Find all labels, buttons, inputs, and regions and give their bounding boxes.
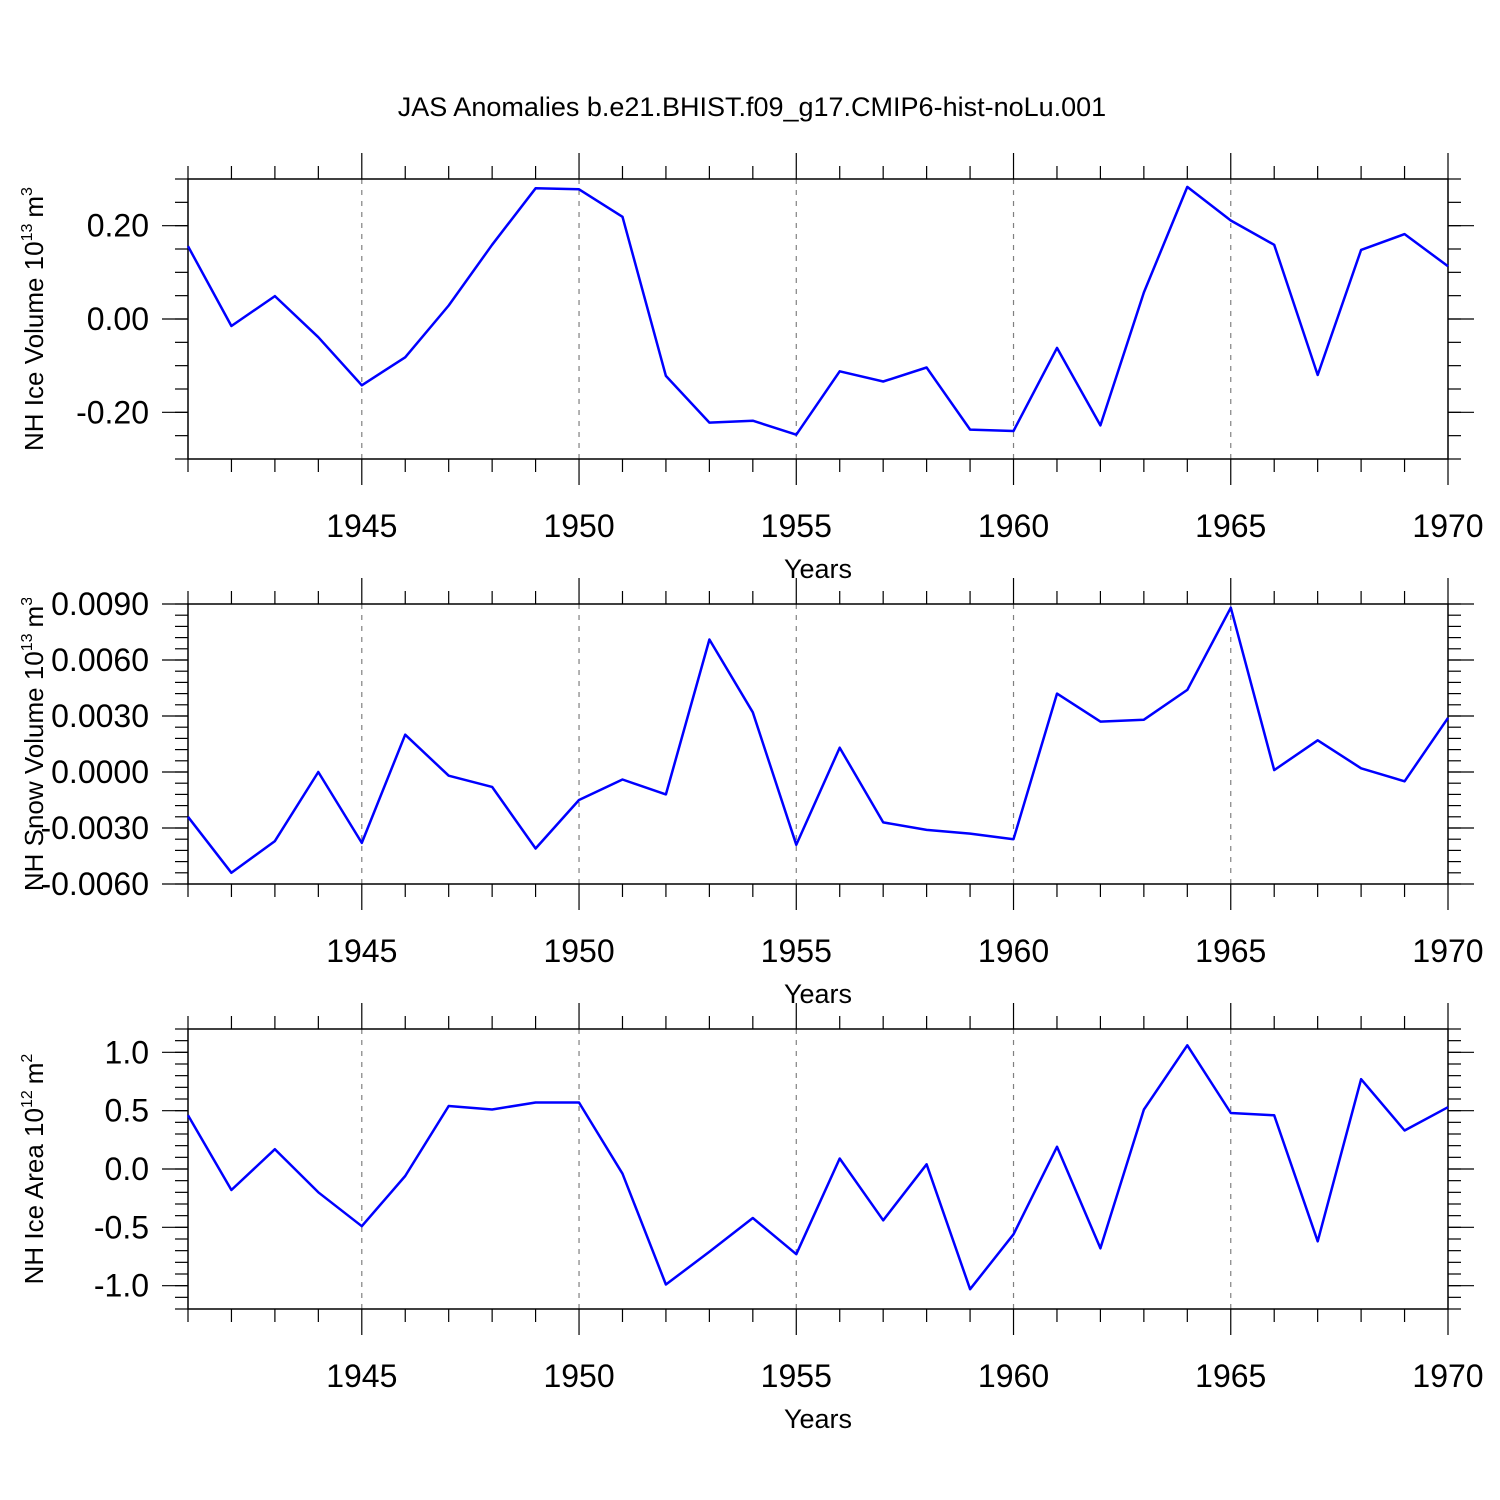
x-axis-label: Years [784,1404,852,1434]
x-tick-label: 1970 [1412,933,1483,969]
x-tick-label: 1945 [326,1358,397,1394]
y-axis-label-unit-exponent: 3 [19,597,36,606]
series-line-1 [186,185,1449,436]
y-tick-label: 0.0030 [51,698,149,734]
x-tick-label: 1960 [978,1358,1049,1394]
series-line-1 [187,606,1450,875]
y-tick-label: 0.0060 [51,642,149,678]
y-axis-label-unit: m [19,196,49,218]
y-axis-label: NH Snow Volume 1013 m3 [19,597,49,891]
y-axis-label-exponent: 13 [19,633,36,651]
x-tick-label: 1955 [761,1358,832,1394]
x-tick-label: 1960 [978,933,1049,969]
x-tick-label: 1970 [1412,508,1483,544]
y-axis-label-unit: m [19,1063,49,1085]
x-tick-label: 1945 [326,933,397,969]
x-tick-label: 1970 [1412,1358,1483,1394]
x-axis-label: Years [784,554,852,584]
x-axis-label: Years [784,979,852,1009]
panel-3: 1.0 0.5 0.0 -0.5 -1.0 1945 1950 1955 1960 1965 197… [19,1003,1484,1434]
x-tick-label: 1950 [543,933,614,969]
y-axis-label-main: NH Ice Volume 10 [19,241,49,451]
panels: 0.20 0.00 -0.20 1945 1950 1955 1960 1965 1970 Yea… [19,153,1484,1434]
y-axis-label: NH Ice Area 1012 m2 [19,1054,49,1285]
y-tick-label: -1.0 [94,1268,149,1304]
x-tick-label: 1960 [978,508,1049,544]
plot-frame [187,603,1449,885]
series-line-1 [186,1044,1449,1291]
y-tick-label: -0.0060 [40,866,149,902]
x-tick-label: 1945 [326,508,397,544]
panel-2: 0.0090 0.0060 0.0030 0.0000 -0.0030 -0.0060 19… [19,578,1484,1009]
y-tick-label: -0.0030 [40,810,149,846]
plot-frame [187,1028,1449,1310]
y-tick-label: 0.0000 [51,754,149,790]
y-axis-label-unit-exponent: 3 [19,187,36,196]
y-axis-label-group: NH Ice Area 1012 m2 [19,1054,49,1285]
y-tick-label: 0.0090 [51,586,149,622]
y-tick-label: 0.20 [87,208,149,244]
x-tick-label: 1950 [543,508,614,544]
y-axis-label-main: NH Ice Area 10 [19,1108,49,1284]
plot-frame [187,178,1449,460]
y-tick-label: 0.5 [105,1093,149,1129]
y-axis-label-group: NH Snow Volume 1013 m3 [19,597,49,891]
panel-1: 0.20 0.00 -0.20 1945 1950 1955 1960 1965 1970 Yea… [19,153,1484,584]
figure-title: JAS Anomalies b.e21.BHIST.f09_g17.CMIP6-… [398,92,1106,122]
x-tick-label: 1955 [761,933,832,969]
y-axis-label-unit: m [19,606,49,628]
y-axis-label: NH Ice Volume 1013 m3 [19,187,49,451]
y-tick-label: 0.0 [105,1151,149,1187]
x-tick-label: 1965 [1195,1358,1266,1394]
x-tick-label: 1965 [1195,508,1266,544]
y-tick-label: 0.00 [87,301,149,337]
y-axis-label-exponent: 13 [19,224,36,242]
x-tick-label: 1965 [1195,933,1266,969]
y-tick-label: -0.5 [94,1209,149,1245]
x-tick-label: 1955 [761,508,832,544]
y-axis-label-unit-exponent: 2 [19,1054,36,1063]
y-tick-label: -0.20 [76,394,149,430]
y-tick-label: 1.0 [105,1034,149,1070]
x-tick-label: 1950 [543,1358,614,1394]
y-axis-label-main: NH Snow Volume 10 [19,651,49,891]
y-axis-label-group: NH Ice Volume 1013 m3 [19,187,49,451]
y-axis-label-exponent: 12 [19,1090,36,1108]
